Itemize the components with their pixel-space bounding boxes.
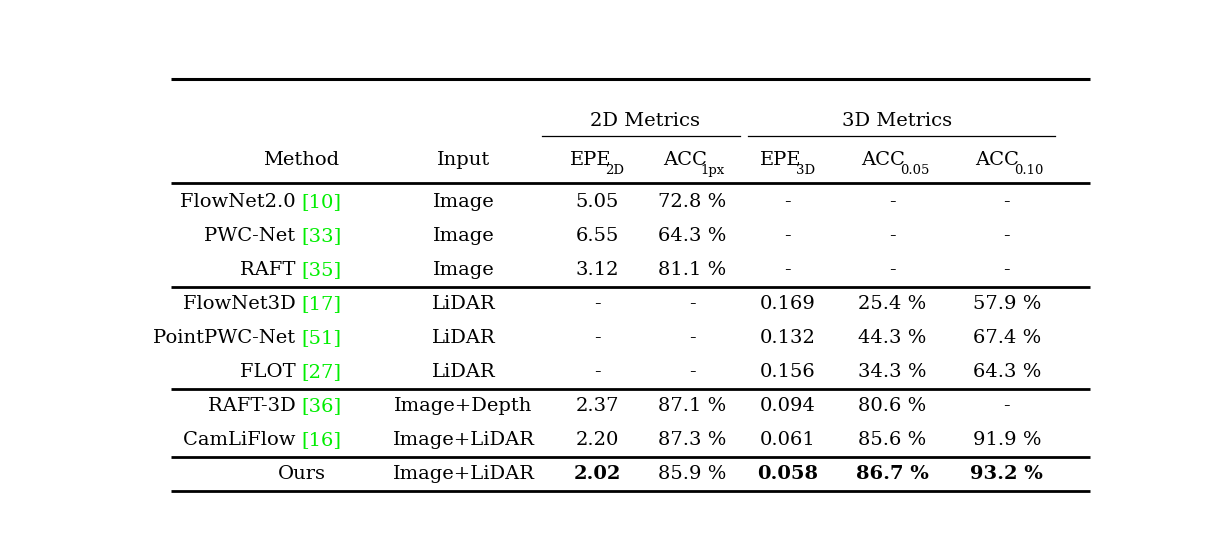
Text: RAFT-3D: RAFT-3D	[208, 397, 301, 415]
Text: 3.12: 3.12	[576, 261, 619, 279]
Text: 5.05: 5.05	[576, 192, 619, 211]
Text: [27]: [27]	[301, 363, 342, 381]
Text: 0.156: 0.156	[760, 363, 815, 381]
Text: LiDAR: LiDAR	[432, 295, 496, 313]
Text: LiDAR: LiDAR	[432, 363, 496, 381]
Text: 87.3 %: 87.3 %	[658, 431, 727, 449]
Text: [17]: [17]	[301, 295, 342, 313]
Text: 25.4 %: 25.4 %	[859, 295, 926, 313]
Text: -: -	[1004, 397, 1010, 415]
Text: Ours: Ours	[278, 465, 326, 483]
Text: 2.02: 2.02	[573, 465, 621, 483]
Text: 3D Metrics: 3D Metrics	[843, 112, 952, 130]
Text: -: -	[1004, 192, 1010, 211]
Text: -: -	[594, 329, 600, 347]
Text: PWC-Net: PWC-Net	[204, 227, 301, 245]
Text: 6.55: 6.55	[576, 227, 619, 245]
Text: 80.6 %: 80.6 %	[859, 397, 926, 415]
Text: -: -	[889, 261, 895, 279]
Text: 0.094: 0.094	[760, 397, 815, 415]
Text: 44.3 %: 44.3 %	[859, 329, 926, 347]
Text: 64.3 %: 64.3 %	[973, 363, 1041, 381]
Text: -: -	[594, 363, 600, 381]
Text: 85.6 %: 85.6 %	[859, 431, 926, 449]
Text: LiDAR: LiDAR	[432, 329, 496, 347]
Text: FLOT: FLOT	[240, 363, 301, 381]
Text: Input: Input	[437, 151, 491, 169]
Text: ACC: ACC	[861, 151, 905, 169]
Text: 2.20: 2.20	[576, 431, 619, 449]
Text: -: -	[1004, 261, 1010, 279]
Text: 1px: 1px	[700, 164, 724, 177]
Text: [16]: [16]	[301, 431, 342, 449]
Text: 86.7 %: 86.7 %	[856, 465, 929, 483]
Text: 91.9 %: 91.9 %	[973, 431, 1041, 449]
Text: PointPWC-Net: PointPWC-Net	[153, 329, 301, 347]
Text: -: -	[689, 295, 696, 313]
Text: 72.8 %: 72.8 %	[658, 192, 727, 211]
Text: EPE: EPE	[569, 151, 611, 169]
Text: 93.2 %: 93.2 %	[970, 465, 1043, 483]
Text: -: -	[785, 192, 791, 211]
Text: Image: Image	[433, 227, 494, 245]
Text: Image+Depth: Image+Depth	[395, 397, 533, 415]
Text: 2D Metrics: 2D Metrics	[589, 112, 700, 130]
Text: 0.132: 0.132	[760, 329, 815, 347]
Text: [36]: [36]	[301, 397, 342, 415]
Text: ACC: ACC	[975, 151, 1020, 169]
Text: 57.9 %: 57.9 %	[973, 295, 1041, 313]
Text: Image: Image	[433, 261, 494, 279]
Text: Image+LiDAR: Image+LiDAR	[392, 431, 535, 449]
Text: 67.4 %: 67.4 %	[973, 329, 1041, 347]
Text: 2D: 2D	[605, 164, 625, 177]
Text: RAFT: RAFT	[240, 261, 301, 279]
Text: -: -	[889, 192, 895, 211]
Text: 0.061: 0.061	[760, 431, 815, 449]
Text: 85.9 %: 85.9 %	[658, 465, 727, 483]
Text: 81.1 %: 81.1 %	[658, 261, 727, 279]
Text: FlowNet2.0: FlowNet2.0	[180, 192, 301, 211]
Text: ACC: ACC	[663, 151, 707, 169]
Text: 2.37: 2.37	[576, 397, 619, 415]
Text: 34.3 %: 34.3 %	[859, 363, 926, 381]
Text: 0.10: 0.10	[1015, 164, 1043, 177]
Text: [35]: [35]	[301, 261, 342, 279]
Text: 0.058: 0.058	[758, 465, 818, 483]
Text: FlowNet3D: FlowNet3D	[182, 295, 301, 313]
Text: -: -	[889, 227, 895, 245]
Text: EPE: EPE	[760, 151, 802, 169]
Text: Method: Method	[263, 151, 339, 169]
Text: -: -	[689, 363, 696, 381]
Text: Image: Image	[433, 192, 494, 211]
Text: -: -	[1004, 227, 1010, 245]
Text: -: -	[785, 261, 791, 279]
Text: 3D: 3D	[796, 164, 815, 177]
Text: Image+LiDAR: Image+LiDAR	[392, 465, 535, 483]
Text: 64.3 %: 64.3 %	[658, 227, 727, 245]
Text: -: -	[594, 295, 600, 313]
Text: [10]: [10]	[301, 192, 342, 211]
Text: -: -	[785, 227, 791, 245]
Text: [33]: [33]	[301, 227, 342, 245]
Text: 87.1 %: 87.1 %	[658, 397, 727, 415]
Text: -: -	[689, 329, 696, 347]
Text: [51]: [51]	[301, 329, 342, 347]
Text: 0.169: 0.169	[760, 295, 815, 313]
Text: 0.05: 0.05	[900, 164, 929, 177]
Text: CamLiFlow: CamLiFlow	[183, 431, 301, 449]
